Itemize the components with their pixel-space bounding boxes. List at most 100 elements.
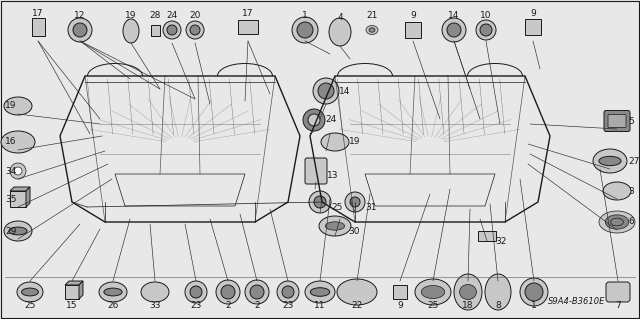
Text: 9: 9 (410, 11, 416, 20)
Polygon shape (65, 285, 79, 299)
Ellipse shape (350, 197, 360, 207)
Ellipse shape (186, 21, 204, 39)
Text: 21: 21 (366, 11, 378, 20)
Text: 9: 9 (530, 10, 536, 19)
FancyBboxPatch shape (606, 282, 630, 302)
Ellipse shape (17, 282, 43, 302)
Ellipse shape (476, 20, 496, 40)
Ellipse shape (9, 227, 27, 235)
Text: 3: 3 (628, 187, 634, 196)
Ellipse shape (447, 23, 461, 37)
Text: 28: 28 (149, 11, 161, 20)
Text: 5: 5 (628, 116, 634, 125)
Ellipse shape (216, 280, 240, 304)
Ellipse shape (366, 26, 378, 34)
Ellipse shape (319, 216, 351, 236)
Text: 2: 2 (225, 300, 231, 309)
Ellipse shape (321, 133, 349, 151)
Ellipse shape (318, 83, 334, 99)
Ellipse shape (73, 23, 87, 37)
Ellipse shape (277, 281, 299, 303)
Ellipse shape (415, 279, 451, 305)
Ellipse shape (421, 286, 445, 299)
Ellipse shape (603, 182, 631, 200)
Bar (238, 20, 258, 34)
Ellipse shape (10, 163, 26, 179)
Text: 23: 23 (190, 300, 202, 309)
FancyBboxPatch shape (604, 110, 630, 131)
Text: 13: 13 (327, 172, 339, 181)
Ellipse shape (329, 18, 351, 46)
Text: 20: 20 (189, 11, 201, 20)
Bar (150, 25, 159, 35)
Text: 27: 27 (628, 157, 639, 166)
Text: 6: 6 (628, 218, 634, 226)
Ellipse shape (345, 192, 365, 212)
Ellipse shape (611, 218, 623, 226)
Ellipse shape (369, 28, 375, 32)
Ellipse shape (599, 211, 635, 233)
Ellipse shape (460, 285, 476, 300)
Polygon shape (79, 281, 83, 299)
Ellipse shape (605, 215, 628, 229)
Polygon shape (65, 281, 83, 285)
Text: 25: 25 (428, 300, 438, 309)
Text: 23: 23 (282, 300, 294, 309)
Text: S9A4-B3610E: S9A4-B3610E (548, 296, 605, 306)
Ellipse shape (221, 285, 235, 299)
Ellipse shape (325, 222, 344, 230)
Ellipse shape (123, 19, 139, 43)
Text: 8: 8 (495, 300, 501, 309)
Ellipse shape (4, 221, 32, 241)
Ellipse shape (305, 281, 335, 303)
Text: 11: 11 (314, 300, 326, 309)
Text: 24: 24 (166, 11, 178, 20)
Ellipse shape (282, 286, 294, 298)
Ellipse shape (303, 109, 325, 131)
Ellipse shape (442, 18, 466, 42)
Text: 29: 29 (5, 226, 17, 235)
Ellipse shape (185, 281, 207, 303)
Text: 2: 2 (254, 300, 260, 309)
Ellipse shape (297, 22, 313, 38)
Ellipse shape (163, 21, 181, 39)
Ellipse shape (22, 288, 38, 296)
Ellipse shape (190, 25, 200, 35)
Text: 22: 22 (351, 300, 363, 309)
Text: 1: 1 (302, 11, 308, 20)
Text: 9: 9 (397, 300, 403, 309)
Text: 31: 31 (365, 203, 376, 211)
Ellipse shape (292, 17, 318, 43)
Ellipse shape (314, 196, 326, 208)
Text: 34: 34 (5, 167, 17, 175)
Text: 10: 10 (480, 11, 492, 20)
Text: 15: 15 (67, 300, 77, 309)
Polygon shape (10, 187, 30, 191)
Text: 19: 19 (349, 137, 360, 146)
Text: 18: 18 (462, 300, 474, 309)
Text: 25: 25 (24, 300, 36, 309)
Ellipse shape (104, 288, 122, 296)
Ellipse shape (141, 282, 169, 302)
Ellipse shape (454, 274, 482, 310)
Bar (525, 19, 541, 35)
Text: 14: 14 (339, 86, 350, 95)
Ellipse shape (245, 280, 269, 304)
Ellipse shape (167, 25, 177, 35)
Text: 25: 25 (331, 203, 342, 211)
Ellipse shape (599, 156, 621, 166)
Text: 17: 17 (243, 10, 253, 19)
Text: 14: 14 (448, 11, 460, 20)
Ellipse shape (520, 278, 548, 306)
Ellipse shape (1, 131, 35, 153)
Ellipse shape (485, 274, 511, 310)
Text: 26: 26 (108, 300, 118, 309)
Ellipse shape (4, 97, 32, 115)
Ellipse shape (68, 18, 92, 42)
Text: 32: 32 (495, 236, 506, 246)
Polygon shape (26, 187, 30, 207)
FancyBboxPatch shape (608, 115, 626, 128)
Text: 33: 33 (149, 300, 161, 309)
Text: 17: 17 (32, 10, 44, 19)
Ellipse shape (310, 288, 330, 296)
